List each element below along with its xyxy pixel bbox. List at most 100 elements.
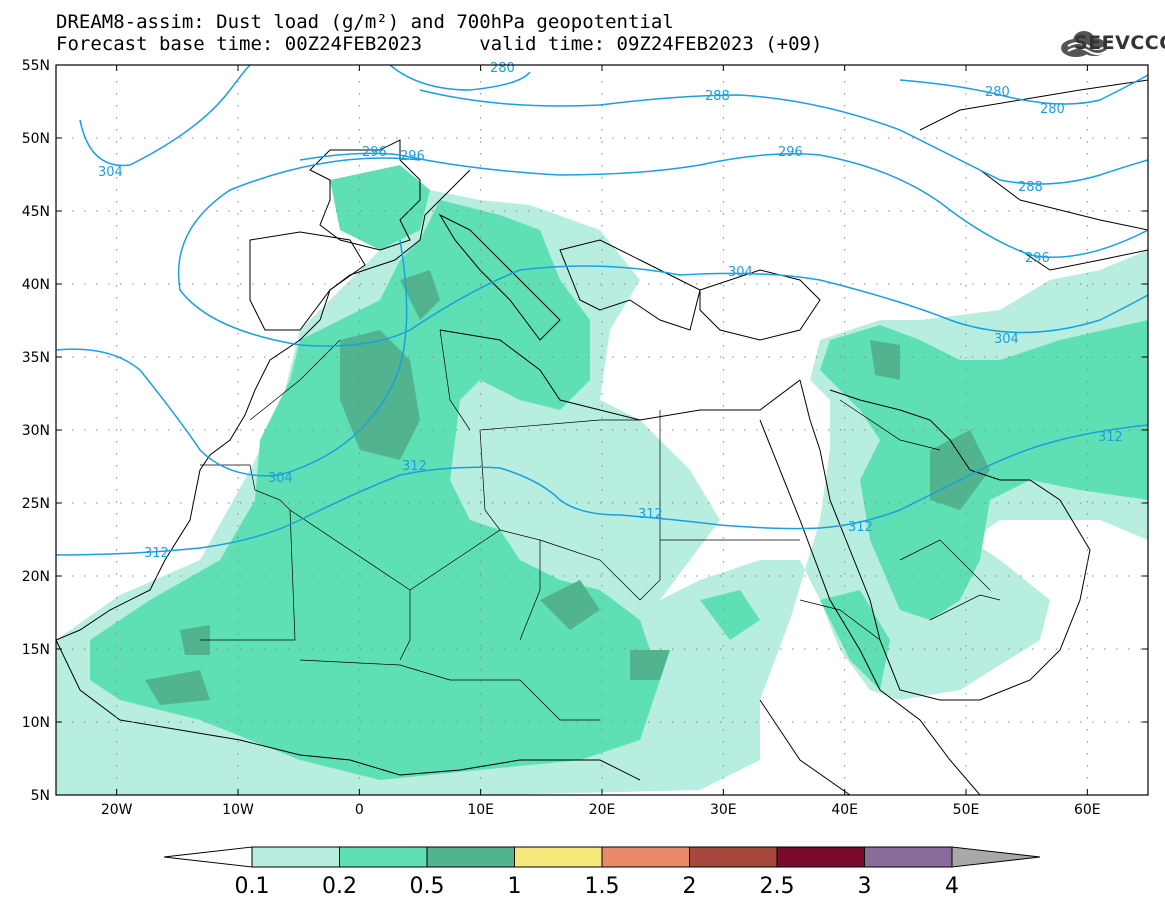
colorbar-under-arrow bbox=[163, 846, 253, 868]
grid-dot bbox=[116, 285, 118, 287]
grid-dot bbox=[722, 693, 724, 695]
lat-label: 55N bbox=[22, 58, 50, 74]
grid-dot bbox=[722, 429, 724, 431]
grid-dot bbox=[965, 669, 967, 671]
grid-dot bbox=[722, 417, 724, 419]
grid-dot bbox=[237, 285, 239, 287]
grid-dot bbox=[732, 210, 734, 212]
grid-dot bbox=[576, 648, 578, 650]
grid-dot bbox=[156, 502, 158, 504]
grid-dot bbox=[480, 721, 482, 723]
grid-dot bbox=[1008, 721, 1010, 723]
grid-dot bbox=[116, 237, 118, 239]
grid-dot bbox=[312, 575, 314, 577]
grid-dot bbox=[288, 210, 290, 212]
grid-dot bbox=[672, 575, 674, 577]
grid-dot bbox=[237, 597, 239, 599]
grid-dot bbox=[732, 648, 734, 650]
grid-dot bbox=[358, 81, 360, 83]
grid-dot bbox=[420, 137, 422, 139]
grid-dot bbox=[864, 648, 866, 650]
grid-dot bbox=[1086, 777, 1088, 779]
grid-dot bbox=[601, 585, 603, 587]
grid-dot bbox=[156, 356, 158, 358]
grid-dot bbox=[237, 141, 239, 143]
grid-dot bbox=[965, 441, 967, 443]
grid-dot bbox=[844, 573, 846, 575]
grid-dot bbox=[722, 141, 724, 143]
coastlines bbox=[56, 79, 1148, 795]
grid-dot bbox=[900, 210, 902, 212]
grid-dot bbox=[358, 189, 360, 191]
grid-dot bbox=[116, 357, 118, 359]
grid-dot bbox=[540, 210, 542, 212]
grid-dot bbox=[480, 201, 482, 203]
grid-dot bbox=[237, 129, 239, 131]
lon-label: 30E bbox=[710, 802, 737, 818]
grid-dot bbox=[960, 137, 962, 139]
contour-label: 312 bbox=[638, 507, 663, 522]
grid-dot bbox=[180, 283, 182, 285]
grid-dot bbox=[480, 381, 482, 383]
grid-dot bbox=[876, 356, 878, 358]
grid-dot bbox=[852, 356, 854, 358]
grid-dot bbox=[116, 189, 118, 191]
grid-dot bbox=[72, 283, 74, 285]
grid-dot bbox=[348, 721, 350, 723]
grid-dot bbox=[844, 453, 846, 455]
grid-dot bbox=[684, 648, 686, 650]
grid-dot bbox=[780, 648, 782, 650]
grid-dot bbox=[432, 648, 434, 650]
grid-dot bbox=[300, 356, 302, 358]
grid-dot bbox=[564, 429, 566, 431]
grid-dot bbox=[601, 165, 603, 167]
grid-dot bbox=[1020, 721, 1022, 723]
grid-dot bbox=[552, 721, 554, 723]
grid-dot bbox=[1056, 429, 1058, 431]
grid-dot bbox=[744, 721, 746, 723]
grid-dot bbox=[965, 489, 967, 491]
grid-dot bbox=[144, 356, 146, 358]
lon-labels: 20W 10W 0 10E 20E 30E 40E 50E 60E bbox=[101, 802, 1101, 818]
grid-dot bbox=[372, 210, 374, 212]
grid-dot bbox=[540, 502, 542, 504]
grid-dot bbox=[312, 137, 314, 139]
grid-dot bbox=[722, 609, 724, 611]
grid-dot bbox=[1086, 273, 1088, 275]
grid-dot bbox=[84, 502, 86, 504]
grid-dot bbox=[552, 429, 554, 431]
grid-dot bbox=[540, 283, 542, 285]
grid-dot bbox=[636, 429, 638, 431]
grid-dot bbox=[965, 153, 967, 155]
grid-dot bbox=[1086, 177, 1088, 179]
grid-dot bbox=[732, 502, 734, 504]
colorbar-label: 1.5 bbox=[585, 874, 620, 899]
grid-dot bbox=[116, 429, 118, 431]
grid-dot bbox=[420, 648, 422, 650]
grid-dot bbox=[840, 721, 842, 723]
grid-dot bbox=[601, 729, 603, 731]
grid-dot bbox=[156, 575, 158, 577]
grid-dot bbox=[1092, 283, 1094, 285]
grid-dot bbox=[588, 721, 590, 723]
grid-dot bbox=[965, 537, 967, 539]
grid-dot bbox=[844, 285, 846, 287]
grid-dot bbox=[237, 513, 239, 515]
grid-dot bbox=[420, 283, 422, 285]
grid-dot bbox=[1086, 549, 1088, 551]
grid-dot bbox=[965, 381, 967, 383]
grid-dot bbox=[1020, 575, 1022, 577]
grid-dot bbox=[924, 721, 926, 723]
grid-dot bbox=[1086, 705, 1088, 707]
grid-dot bbox=[240, 648, 242, 650]
grid-dot bbox=[108, 210, 110, 212]
grid-dot bbox=[864, 429, 866, 431]
grid-dot bbox=[237, 189, 239, 191]
grid-dot bbox=[722, 177, 724, 179]
grid-dot bbox=[576, 356, 578, 358]
grid-dot bbox=[601, 501, 603, 503]
grid-dot bbox=[480, 297, 482, 299]
grid-dot bbox=[480, 356, 482, 358]
grid-dot bbox=[1092, 429, 1094, 431]
grid-dot bbox=[180, 575, 182, 577]
